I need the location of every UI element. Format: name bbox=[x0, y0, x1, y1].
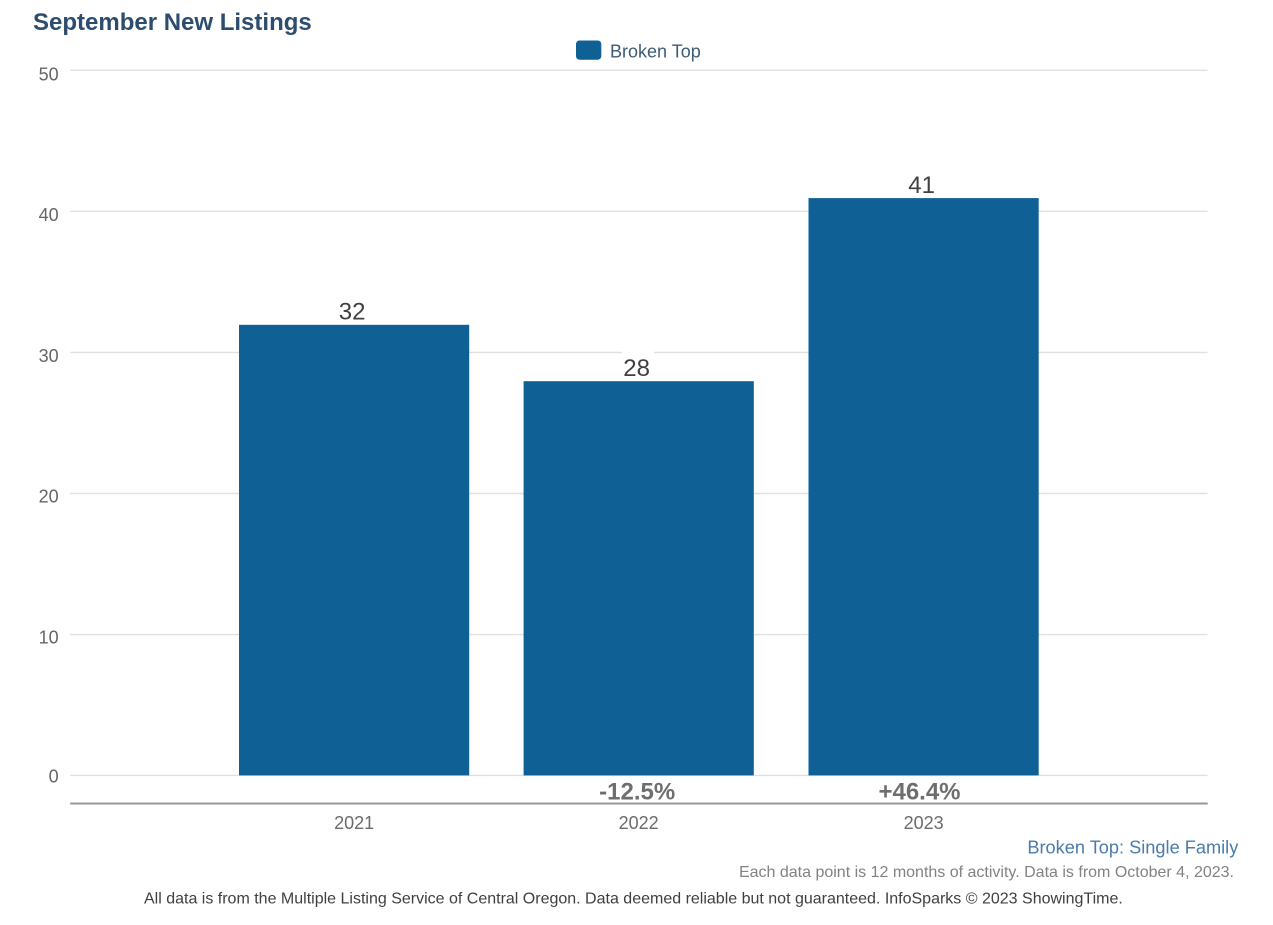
svg-text:40: 40 bbox=[39, 205, 59, 225]
svg-text:10: 10 bbox=[39, 627, 59, 647]
svg-text:50: 50 bbox=[39, 64, 59, 84]
svg-text:2023: 2023 bbox=[904, 813, 944, 833]
svg-text:-12.5%: -12.5% bbox=[599, 779, 675, 806]
svg-text:41: 41 bbox=[908, 172, 935, 199]
svg-text:All data is from the Multiple: All data is from the Multiple Listing Se… bbox=[144, 891, 1123, 908]
svg-text:+46.4%: +46.4% bbox=[878, 779, 960, 806]
svg-text:Broken Top: Single Family: Broken Top: Single Family bbox=[1027, 838, 1239, 858]
svg-text:20: 20 bbox=[39, 487, 59, 507]
svg-text:September New Listings: September New Listings bbox=[33, 9, 312, 36]
svg-text:2021: 2021 bbox=[334, 813, 374, 833]
svg-text:30: 30 bbox=[39, 346, 59, 366]
svg-text:28: 28 bbox=[623, 355, 650, 382]
svg-text:Broken Top: Broken Top bbox=[610, 41, 701, 61]
svg-text:0: 0 bbox=[49, 767, 59, 787]
svg-text:2022: 2022 bbox=[619, 813, 659, 833]
svg-text:Each data point is 12 months o: Each data point is 12 months of activity… bbox=[739, 864, 1234, 881]
svg-text:32: 32 bbox=[339, 299, 366, 326]
